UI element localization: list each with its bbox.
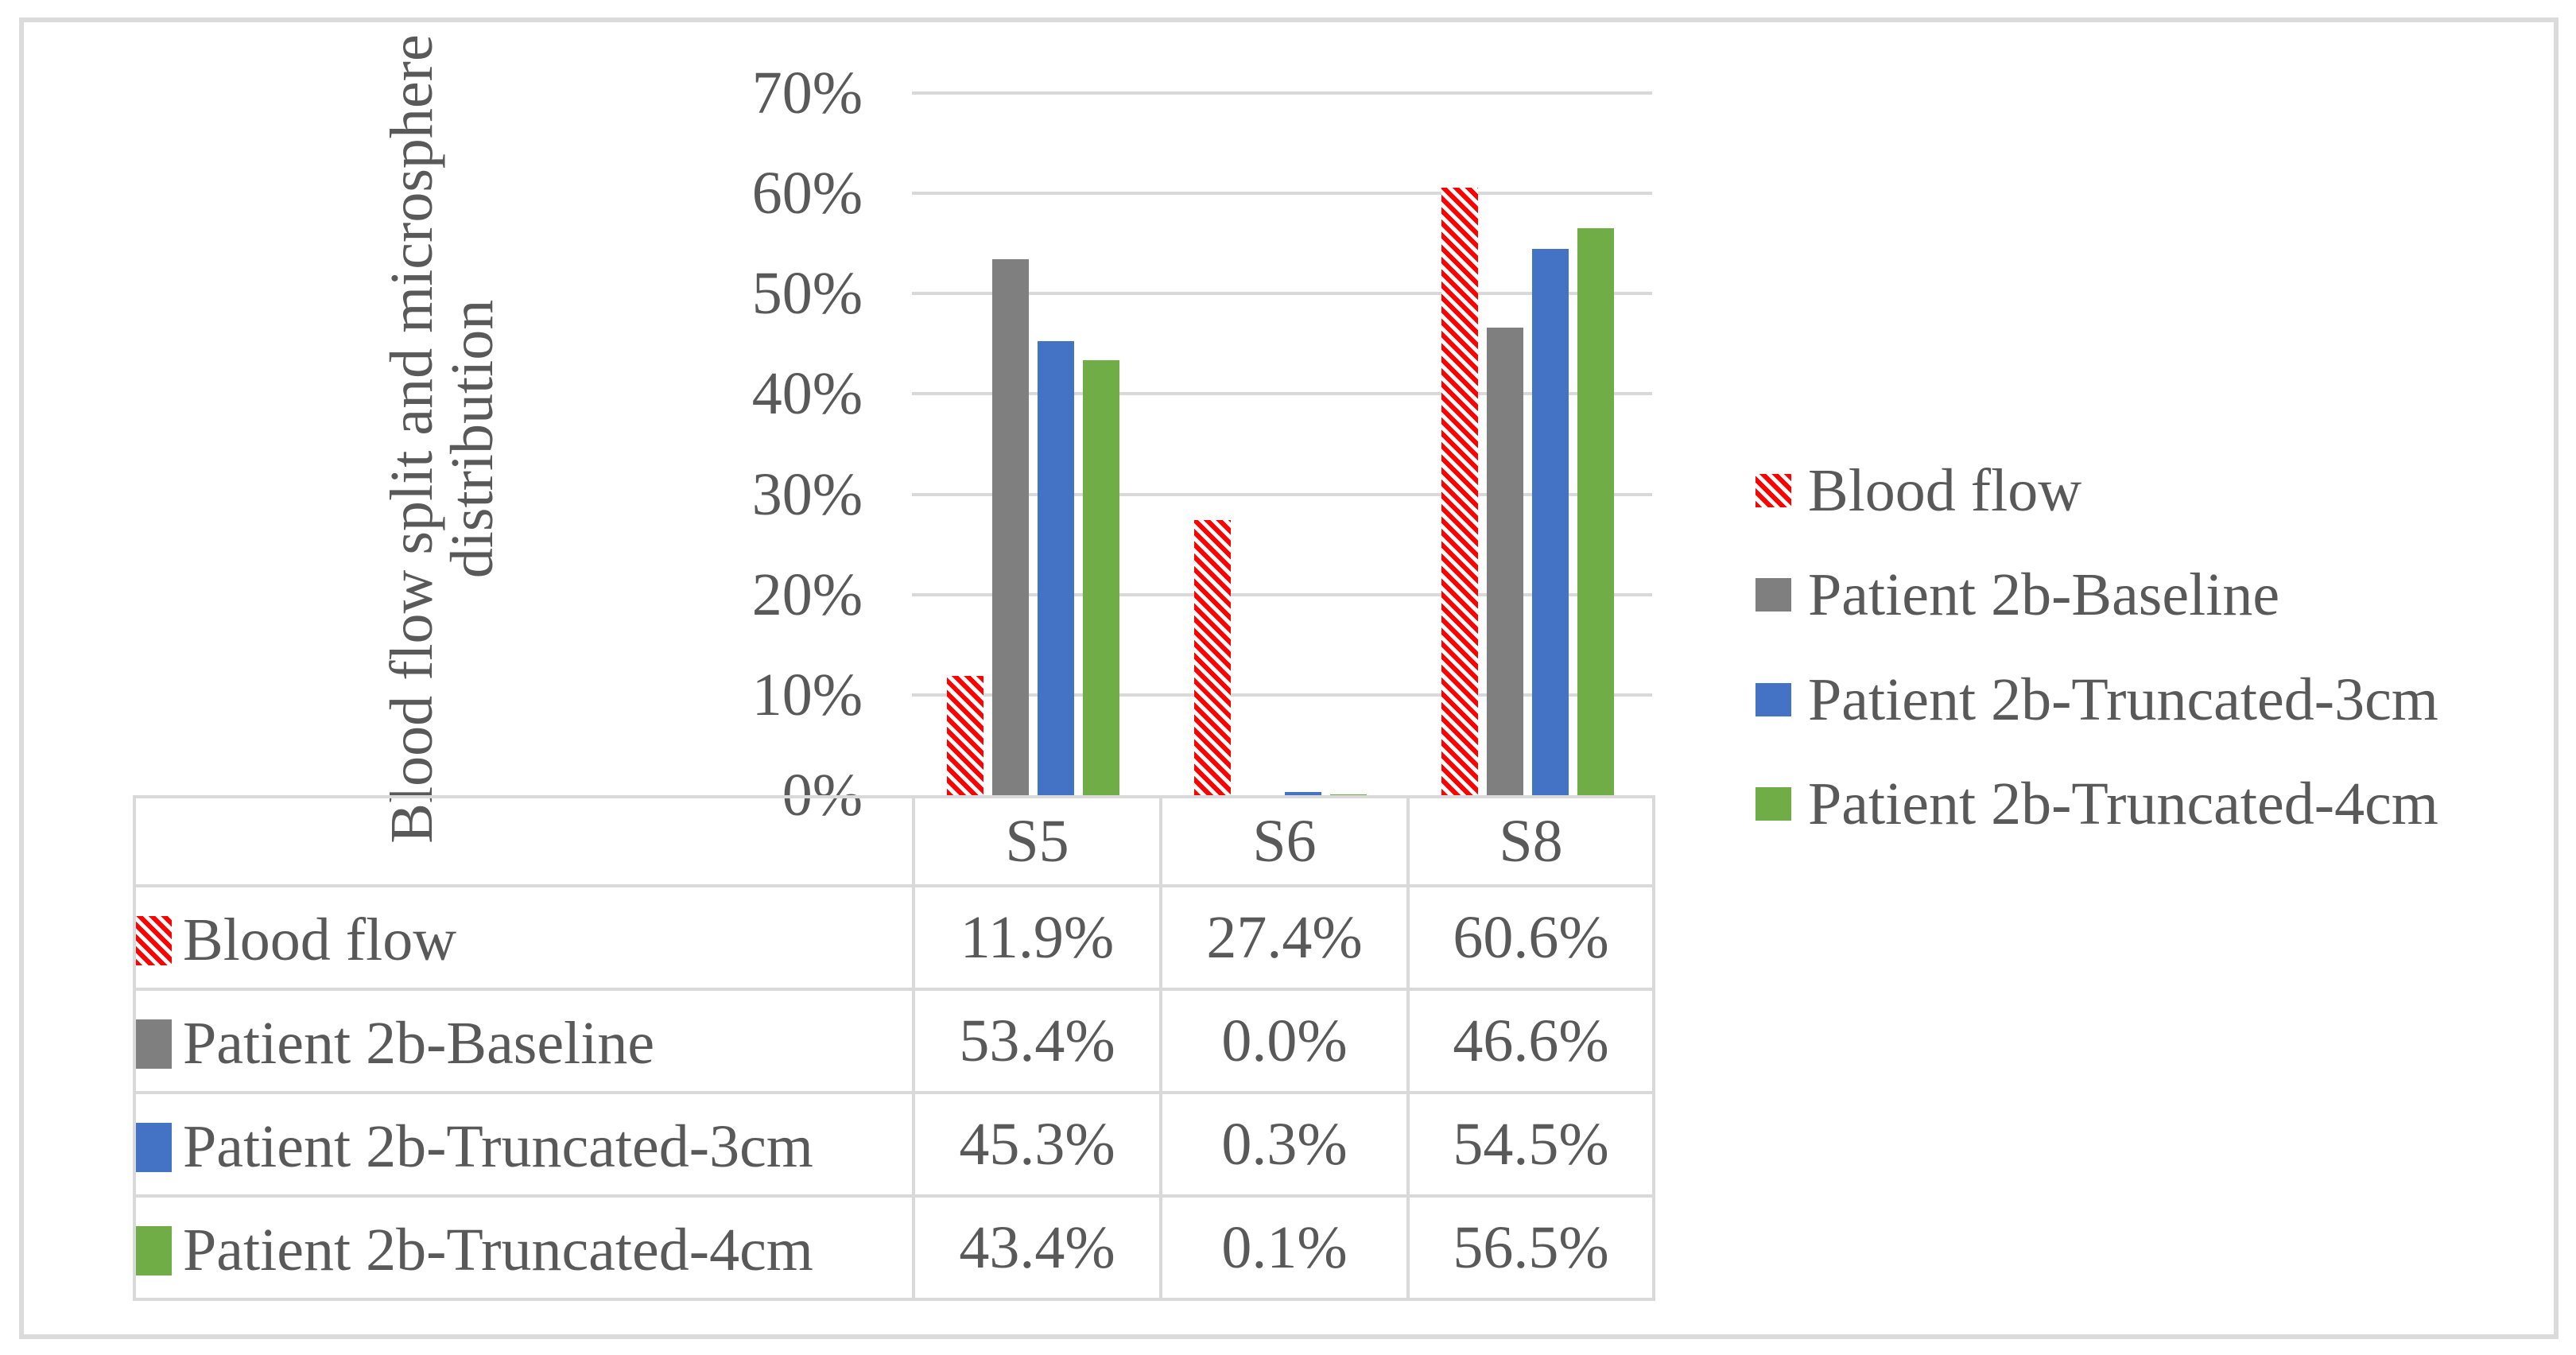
gridline bbox=[912, 91, 1652, 95]
bar-s8-blood-flow bbox=[1441, 188, 1478, 795]
table-header-s5: S5 bbox=[912, 795, 1162, 887]
table-value-s5: 53.4% bbox=[912, 988, 1162, 1094]
legend-item-patient-2b-truncated-4cm: Patient 2b-Truncated-4cm bbox=[1755, 760, 2438, 848]
legend-label: Blood flow bbox=[1808, 457, 2082, 524]
table-value-s5: 45.3% bbox=[912, 1091, 1162, 1198]
legend-item-blood-flow: Blood flow bbox=[1755, 447, 2081, 534]
bar-s5-patient-2b-truncated-4cm bbox=[1083, 360, 1119, 795]
series-label: Patient 2b-Truncated-4cm bbox=[183, 1217, 813, 1284]
y-axis-tick-label: 70% bbox=[751, 60, 863, 126]
series-key-icon bbox=[138, 1122, 172, 1172]
table-value-s6: 0.3% bbox=[1159, 1091, 1410, 1198]
table-value-s8: 46.6% bbox=[1406, 988, 1655, 1094]
figure-border bbox=[19, 17, 2559, 1339]
table-row-label-cell: Patient 2b-Truncated-3cm bbox=[133, 1091, 915, 1198]
bar-s6-blood-flow bbox=[1194, 520, 1231, 795]
series-label: Patient 2b-Truncated-3cm bbox=[183, 1113, 813, 1181]
bar-s5-patient-2b-baseline bbox=[992, 259, 1029, 795]
gridline bbox=[912, 593, 1652, 596]
gridline bbox=[912, 493, 1652, 496]
table-value-s8: 60.6% bbox=[1406, 884, 1655, 991]
table-value-s6: 0.1% bbox=[1159, 1194, 1410, 1301]
table-value-s5: 11.9% bbox=[912, 884, 1162, 991]
bar-s8-patient-2b-truncated-3cm bbox=[1532, 249, 1569, 795]
bar-s6-patient-2b-truncated-4cm bbox=[1330, 794, 1367, 795]
gridline bbox=[912, 392, 1652, 395]
bar-s5-patient-2b-truncated-3cm bbox=[1038, 341, 1074, 795]
table-row: Patient 2b-Truncated-4cm 43.4% 0.1% 56.5% bbox=[133, 1194, 1655, 1301]
data-table: S5 S6 S8 Blood flow 11.9% 27.4% 60.6% Patient 2… bbox=[133, 795, 1655, 1301]
table-row-label-cell: Patient 2b-Baseline bbox=[133, 988, 915, 1094]
y-axis-tick-label: 60% bbox=[751, 160, 863, 227]
table-row-label-cell: Patient 2b-Truncated-4cm bbox=[133, 1194, 915, 1301]
table-row: Blood flow 11.9% 27.4% 60.6% bbox=[133, 884, 1655, 991]
y-axis-tick-label: 40% bbox=[751, 360, 863, 427]
gridline bbox=[912, 292, 1652, 295]
series-key-icon bbox=[138, 915, 172, 965]
bar-s5-blood-flow bbox=[947, 676, 983, 795]
bar-s8-patient-2b-truncated-4cm bbox=[1577, 228, 1614, 795]
legend-swatch-icon bbox=[1755, 474, 1791, 507]
bar-s8-patient-2b-baseline bbox=[1487, 328, 1523, 795]
legend-label: Patient 2b-Truncated-4cm bbox=[1808, 771, 2438, 837]
legend-item-patient-2b-truncated-3cm: Patient 2b-Truncated-3cm bbox=[1755, 656, 2438, 744]
table-value-s8: 54.5% bbox=[1406, 1091, 1655, 1198]
table-value-s6: 27.4% bbox=[1159, 884, 1410, 991]
table-value-s6: 0.0% bbox=[1159, 988, 1410, 1094]
table-corner-cell bbox=[133, 795, 915, 887]
y-axis-tick-label: 50% bbox=[751, 260, 863, 327]
y-axis-title-line1: Blood flow split and microsphere bbox=[378, 34, 445, 844]
y-axis-title-line2: distribution bbox=[439, 299, 506, 579]
table-row: Patient 2b-Baseline 53.4% 0.0% 46.6% bbox=[133, 988, 1655, 1094]
table-row: Patient 2b-Truncated-3cm 45.3% 0.3% 54.5% bbox=[133, 1091, 1655, 1198]
legend-swatch-icon bbox=[1755, 683, 1791, 716]
table-value-s5: 43.4% bbox=[912, 1194, 1162, 1301]
table-header-row: S5 S6 S8 bbox=[133, 795, 1655, 887]
y-axis-tick-label: 30% bbox=[751, 461, 863, 528]
series-label: Blood flow bbox=[183, 907, 457, 974]
legend-label: Patient 2b-Truncated-3cm bbox=[1808, 666, 2438, 733]
y-axis-title: Blood flow split and microsphere distrib… bbox=[378, 2, 506, 876]
gridline bbox=[912, 693, 1652, 697]
legend-label: Patient 2b-Baseline bbox=[1808, 561, 2280, 628]
y-axis-tick-label: 20% bbox=[751, 561, 863, 628]
table-header-s6: S6 bbox=[1159, 795, 1410, 887]
y-axis-tick-label: 10% bbox=[751, 662, 863, 728]
table-header-s8: S8 bbox=[1406, 795, 1655, 887]
gridline bbox=[912, 192, 1652, 195]
series-key-icon bbox=[138, 1019, 172, 1069]
legend-item-patient-2b-baseline: Patient 2b-Baseline bbox=[1755, 551, 2279, 639]
table-value-s8: 56.5% bbox=[1406, 1194, 1655, 1301]
series-key-icon bbox=[138, 1225, 172, 1275]
bar-s6-patient-2b-truncated-3cm bbox=[1285, 792, 1321, 795]
legend-swatch-icon bbox=[1755, 787, 1791, 821]
series-label: Patient 2b-Baseline bbox=[183, 1010, 655, 1077]
table-row-label-cell: Blood flow bbox=[133, 884, 915, 991]
legend-swatch-icon bbox=[1755, 578, 1791, 611]
